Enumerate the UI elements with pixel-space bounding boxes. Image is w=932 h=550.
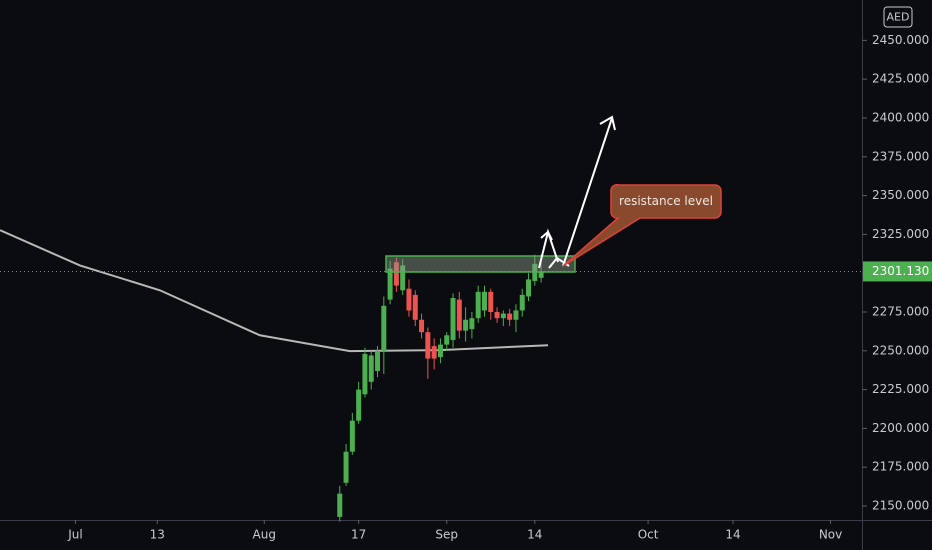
arrow-head — [599, 115, 616, 131]
candle-body — [513, 310, 519, 320]
candle-body — [450, 298, 456, 340]
candle-body — [475, 291, 481, 319]
callout-text: resistance level — [619, 194, 713, 208]
y-tick-label: 2175.000 — [872, 460, 929, 474]
candle-body — [456, 299, 462, 331]
x-tick-label: Jul — [67, 528, 82, 542]
candle-body — [437, 344, 443, 358]
candle-body — [375, 350, 381, 371]
candle-body — [368, 355, 374, 382]
candle-body — [481, 291, 487, 311]
y-tick-label: 2250.000 — [872, 343, 929, 357]
candle-body — [356, 389, 362, 421]
candle-body — [362, 353, 368, 395]
candle-body — [488, 291, 494, 312]
candle-body — [381, 305, 387, 351]
last-price-box — [863, 261, 932, 282]
currency: AED — [887, 11, 910, 24]
y-tick-label: 2225.000 — [872, 382, 929, 396]
candle-body — [507, 313, 513, 320]
x-tick-label: 14 — [527, 528, 542, 542]
candle-body — [343, 451, 349, 483]
candle-body — [431, 346, 437, 359]
x-tick-label: Oct — [638, 528, 659, 542]
candle-body — [393, 262, 399, 286]
y-tick-label: 2350.000 — [872, 188, 929, 202]
resistance-zone — [385, 255, 576, 273]
candle-body — [425, 332, 431, 359]
x-tick-label: Sep — [435, 528, 458, 542]
arrow-up — [562, 117, 613, 267]
candle-body — [412, 294, 418, 320]
last-price-label: 2301.130 — [872, 264, 929, 278]
candle-body — [526, 279, 532, 297]
candle-body — [419, 319, 425, 333]
candle-body — [519, 294, 525, 311]
candle-body — [469, 318, 475, 330]
x-tick-label: 13 — [150, 528, 165, 542]
y-tick-label: 2375.000 — [872, 149, 929, 163]
y-tick-label: 2325.000 — [872, 227, 929, 241]
candle-body — [538, 271, 544, 278]
candle-body — [387, 268, 393, 300]
y-tick-label: 2450.000 — [872, 33, 929, 47]
y-tick-label: 2400.000 — [872, 110, 929, 124]
y-tick-label: 2200.000 — [872, 421, 929, 435]
y-tick-label: 2425.000 — [872, 72, 929, 86]
y-tick-label: 2275.000 — [872, 305, 929, 319]
candle-body — [494, 312, 500, 319]
candle-body — [500, 313, 506, 319]
candle-body — [400, 265, 406, 291]
candle-body — [463, 319, 469, 331]
x-tick-label: 17 — [351, 528, 366, 542]
candle-body — [349, 420, 355, 452]
x-tick-label: Nov — [819, 528, 842, 542]
y-tick-label: 2150.000 — [872, 499, 929, 513]
x-tick-label: Aug — [253, 528, 276, 542]
candle-body — [444, 335, 450, 345]
candle-body — [406, 288, 412, 311]
candle-body — [337, 493, 343, 517]
currency-box[interactable] — [883, 6, 913, 28]
arrow-head — [540, 230, 553, 241]
callout-box — [562, 183, 722, 267]
x-tick-label: 14 — [725, 528, 740, 542]
